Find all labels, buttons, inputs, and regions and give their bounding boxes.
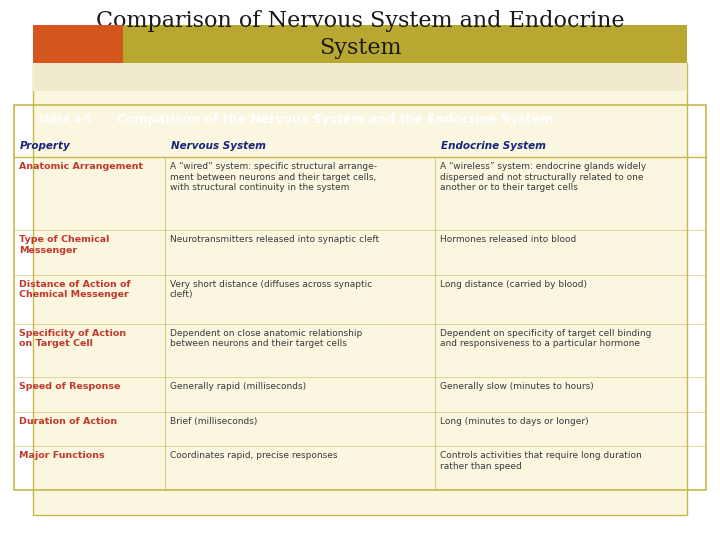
Text: Type of Chemical
Messenger: Type of Chemical Messenger — [19, 235, 109, 255]
FancyBboxPatch shape — [32, 63, 688, 516]
Text: Long distance (carried by blood): Long distance (carried by blood) — [440, 280, 587, 288]
Text: Generally slow (minutes to hours): Generally slow (minutes to hours) — [440, 382, 594, 392]
Text: A “wireless” system: endocrine glands widely
dispersed and not structurally rela: A “wireless” system: endocrine glands wi… — [440, 162, 647, 192]
Text: Property: Property — [20, 141, 71, 151]
FancyBboxPatch shape — [32, 24, 688, 63]
Text: TABLE 4-5: TABLE 4-5 — [37, 115, 91, 125]
Text: Nervous System: Nervous System — [171, 141, 266, 151]
Text: Dependent on close anatomic relationship
between neurons and their target cells: Dependent on close anatomic relationship… — [170, 328, 362, 348]
Text: Dependent on specificity of target cell binding
and responsiveness to a particul: Dependent on specificity of target cell … — [440, 328, 652, 348]
Polygon shape — [22, 117, 32, 124]
Text: Very short distance (diffuses across synaptic
cleft): Very short distance (diffuses across syn… — [170, 280, 372, 299]
Text: Generally rapid (milliseconds): Generally rapid (milliseconds) — [170, 382, 306, 392]
Text: Distance of Action of
Chemical Messenger: Distance of Action of Chemical Messenger — [19, 280, 130, 299]
FancyBboxPatch shape — [32, 63, 688, 91]
Text: Comparison of the Nervous System and the Endocrine System: Comparison of the Nervous System and the… — [117, 113, 553, 126]
Text: Hormones released into blood: Hormones released into blood — [440, 235, 576, 245]
Text: Controls activities that require long duration
rather than speed: Controls activities that require long du… — [440, 451, 642, 471]
Text: Long (minutes to days or longer): Long (minutes to days or longer) — [440, 417, 589, 426]
Text: Endocrine System: Endocrine System — [441, 141, 546, 151]
FancyBboxPatch shape — [32, 24, 122, 63]
Text: Neurotransmitters released into synaptic cleft: Neurotransmitters released into synaptic… — [170, 235, 379, 245]
Text: Duration of Action: Duration of Action — [19, 417, 117, 426]
Text: Speed of Response: Speed of Response — [19, 382, 120, 392]
Text: Brief (milliseconds): Brief (milliseconds) — [170, 417, 257, 426]
Text: Specificity of Action
on Target Cell: Specificity of Action on Target Cell — [19, 328, 126, 348]
Text: A “wired” system: specific structural arrange-
ment between neurons and their ta: A “wired” system: specific structural ar… — [170, 162, 377, 192]
Text: Comparison of Nervous System and Endocrine
System: Comparison of Nervous System and Endocri… — [96, 10, 624, 59]
Text: Major Functions: Major Functions — [19, 451, 104, 460]
Text: Anatomic Arrangement: Anatomic Arrangement — [19, 162, 143, 171]
Text: Coordinates rapid, precise responses: Coordinates rapid, precise responses — [170, 451, 338, 460]
